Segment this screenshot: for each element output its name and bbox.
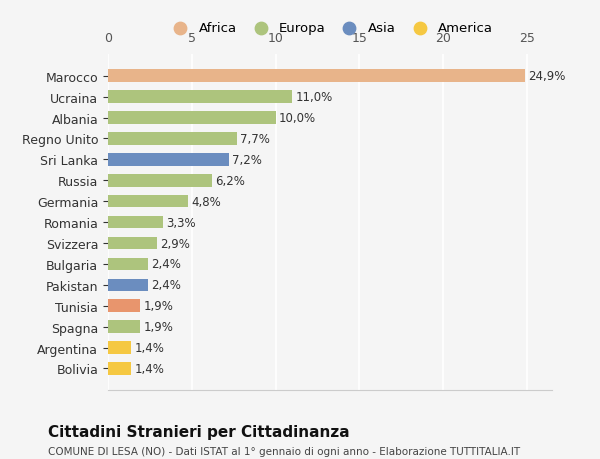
Bar [108, 258, 148, 271]
Text: 24,9%: 24,9% [529, 70, 566, 83]
Text: 1,9%: 1,9% [143, 300, 173, 313]
Bar [108, 174, 212, 187]
Text: 1,9%: 1,9% [143, 320, 173, 333]
Bar [108, 216, 163, 229]
Text: 7,2%: 7,2% [232, 154, 262, 167]
Bar [108, 154, 229, 166]
Text: 2,4%: 2,4% [152, 279, 181, 291]
Bar [108, 70, 525, 83]
Text: COMUNE DI LESA (NO) - Dati ISTAT al 1° gennaio di ogni anno - Elaborazione TUTTI: COMUNE DI LESA (NO) - Dati ISTAT al 1° g… [48, 446, 520, 456]
Bar [108, 112, 275, 124]
Text: 2,9%: 2,9% [160, 237, 190, 250]
Text: 1,4%: 1,4% [135, 341, 164, 354]
Text: 7,7%: 7,7% [241, 133, 270, 146]
Bar [108, 321, 140, 333]
Text: 3,3%: 3,3% [167, 216, 196, 229]
Bar [108, 341, 131, 354]
Text: 10,0%: 10,0% [279, 112, 316, 125]
Bar [108, 300, 140, 312]
Text: 6,2%: 6,2% [215, 174, 245, 187]
Text: Cittadini Stranieri per Cittadinanza: Cittadini Stranieri per Cittadinanza [48, 425, 350, 440]
Bar [108, 91, 292, 104]
Bar [108, 363, 131, 375]
Text: 11,0%: 11,0% [296, 91, 333, 104]
Legend: Africa, Europa, Asia, America: Africa, Europa, Asia, America [163, 18, 497, 39]
Bar [108, 279, 148, 291]
Bar [108, 196, 188, 208]
Text: 4,8%: 4,8% [192, 195, 221, 208]
Bar [108, 237, 157, 250]
Text: 2,4%: 2,4% [152, 258, 181, 271]
Text: 1,4%: 1,4% [135, 362, 164, 375]
Bar [108, 133, 237, 146]
